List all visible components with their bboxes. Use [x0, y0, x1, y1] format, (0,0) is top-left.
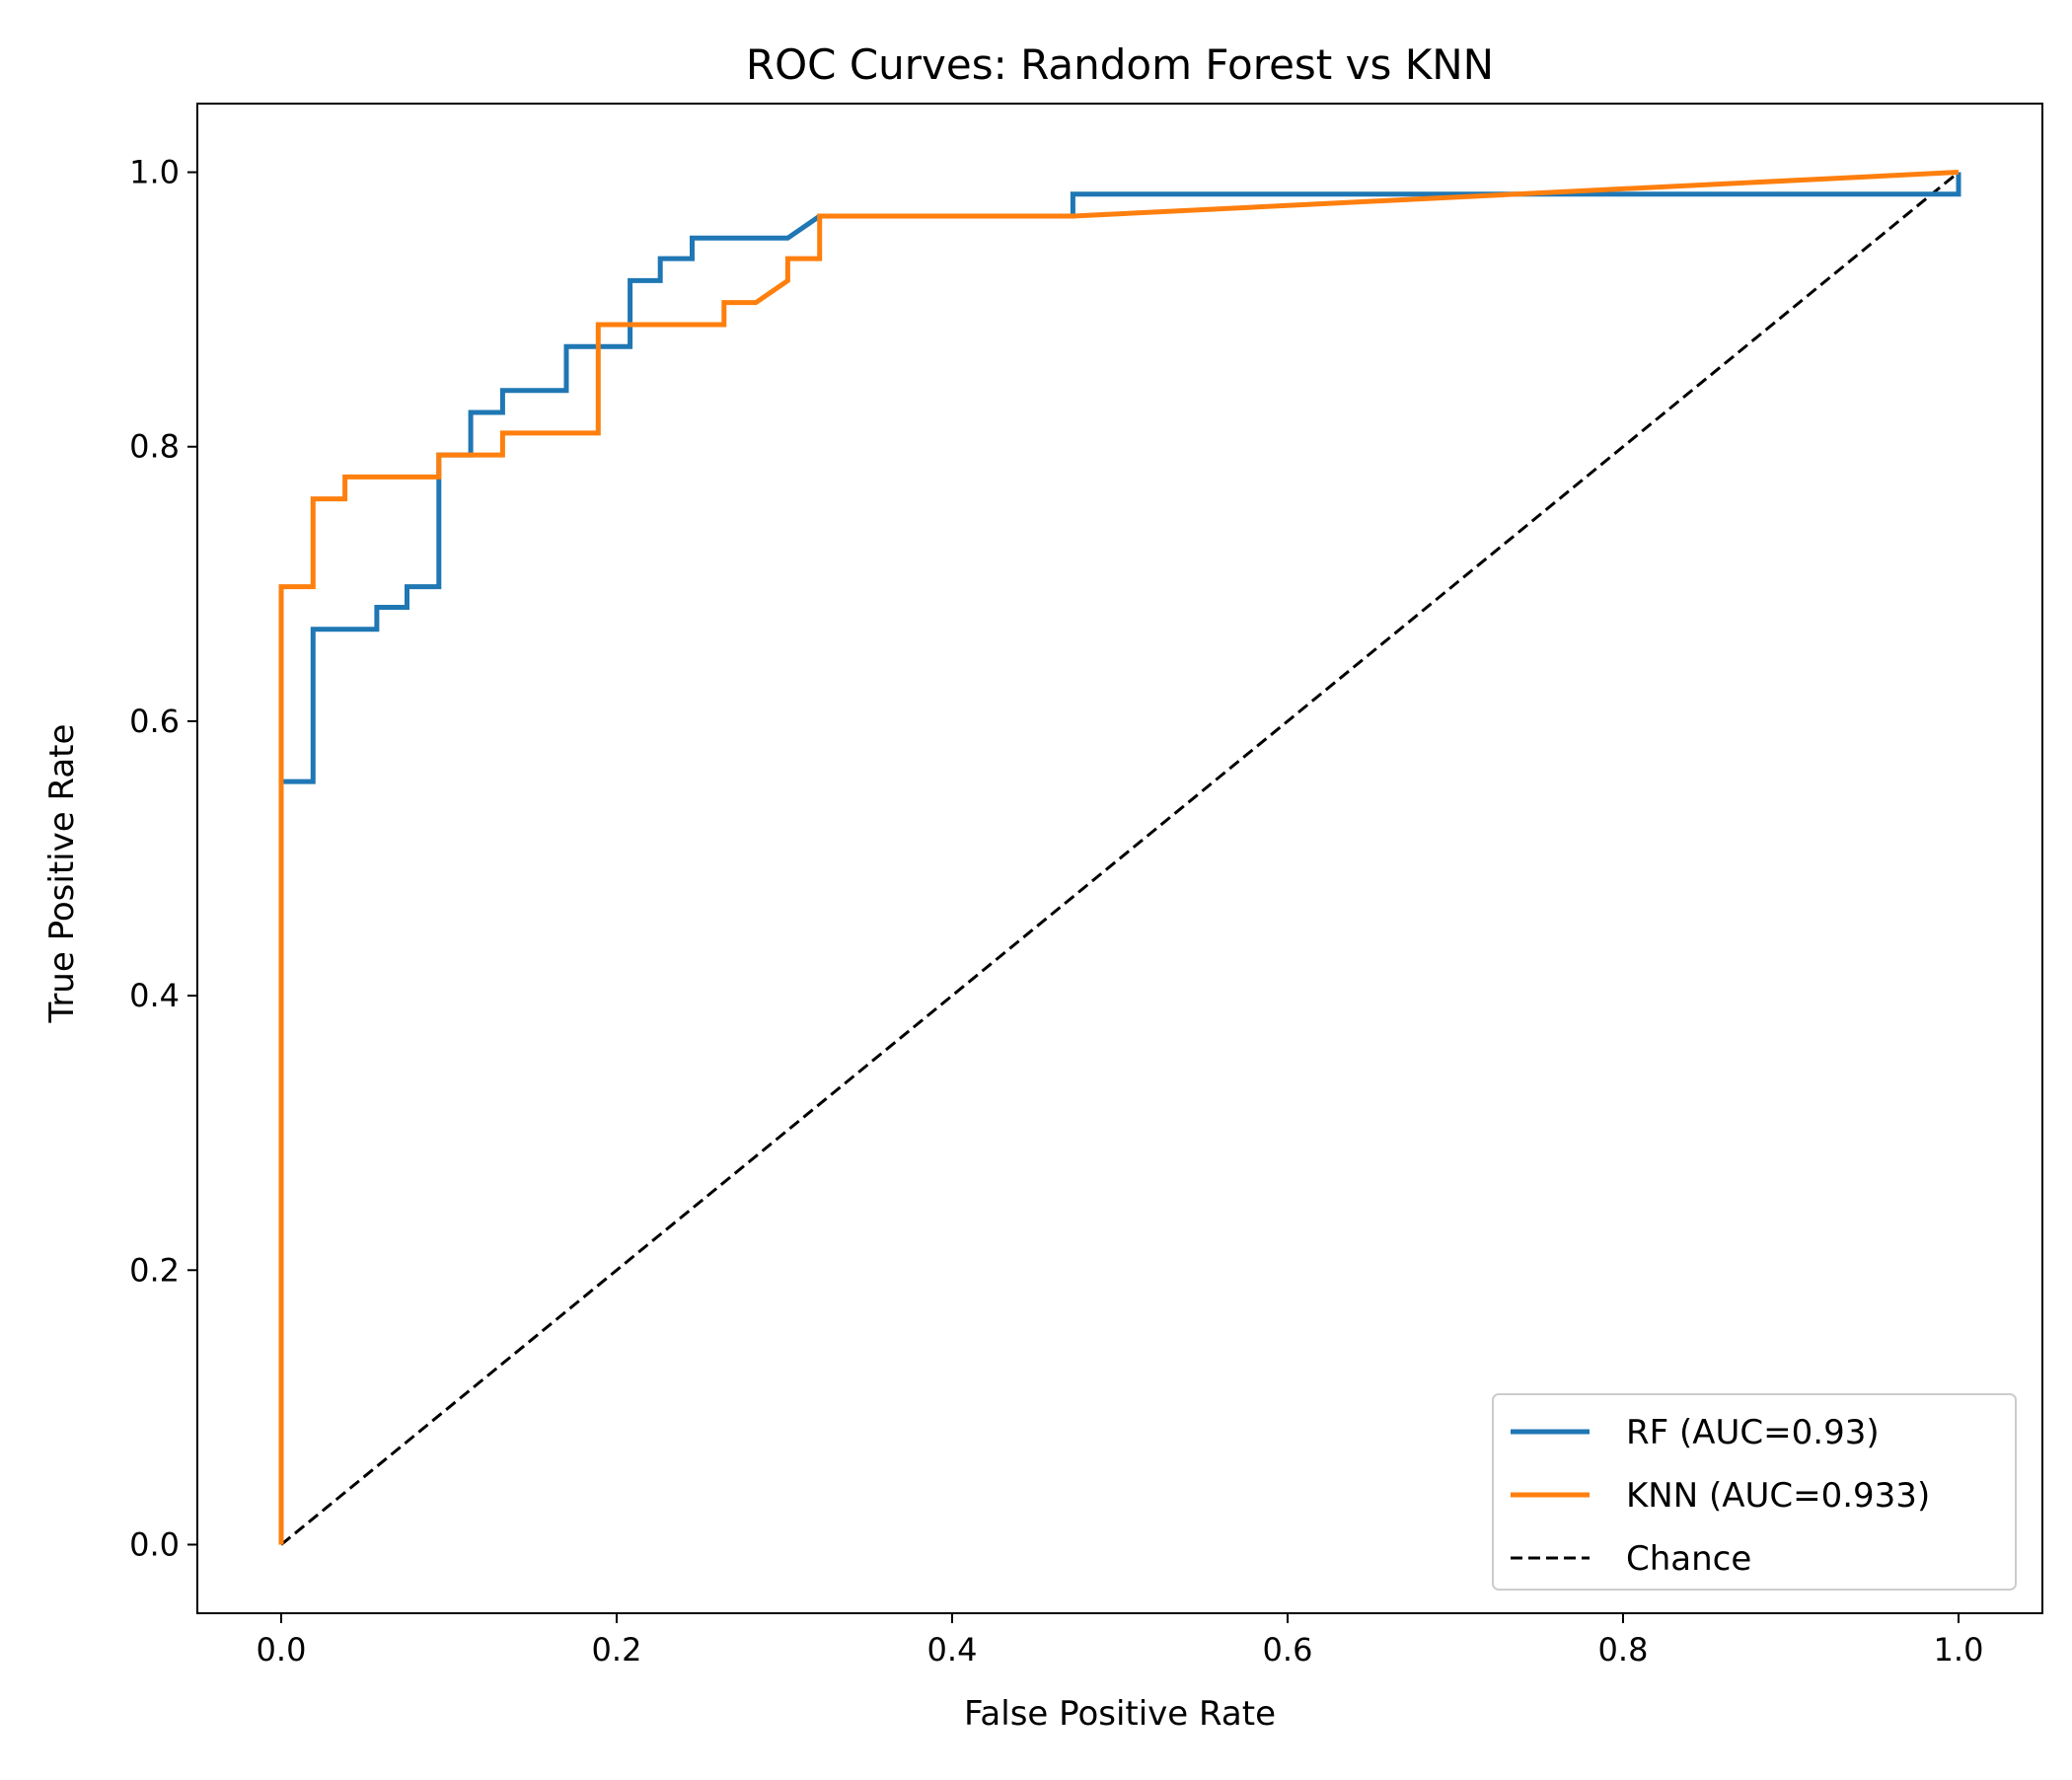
- legend-label-rf: RF (AUC=0.93): [1626, 1413, 1880, 1452]
- y-tick-label: 0.4: [129, 977, 180, 1014]
- legend-box: [1492, 1393, 2017, 1591]
- y-tick-label: 0.8: [129, 428, 180, 466]
- series-line-rf: [278, 172, 1961, 1545]
- x-tick-label: 0.8: [1598, 1631, 1649, 1669]
- y-tick-label: 1.0: [129, 154, 180, 191]
- series-group: [278, 170, 1961, 1546]
- y-tick-label: 0.2: [129, 1251, 180, 1289]
- axes: 0.0 0.2 0.4 0.6 0.8 1.0 0.0 0.2 0.4 0.6 0.8 1.0: [129, 103, 2043, 1669]
- x-tick-label: 0.0: [257, 1631, 307, 1669]
- x-axis-label: False Positive Rate: [964, 1694, 1276, 1734]
- legend-label-knn: KNN (AUC=0.933): [1626, 1476, 1930, 1516]
- y-tick-label: 0.0: [129, 1525, 180, 1563]
- legend: RF (AUC=0.93) KNN (AUC=0.933) Chance: [1492, 1393, 2017, 1591]
- series-line-knn: [278, 170, 1960, 1545]
- chart-title: ROC Curves: Random Forest vs KNN: [746, 40, 1494, 89]
- plot-area: [278, 170, 1961, 1546]
- x-tick-label: 0.6: [1263, 1631, 1313, 1669]
- x-tick-label: 0.2: [592, 1631, 642, 1669]
- y-tick-label: 0.6: [129, 703, 180, 740]
- x-tick-label: 1.0: [1934, 1631, 1984, 1669]
- x-tick-label: 0.4: [927, 1631, 978, 1669]
- series-line-chance: [280, 171, 1960, 1546]
- legend-label-chance: Chance: [1626, 1539, 1751, 1579]
- plot-frame: [196, 103, 2043, 1614]
- y-axis-label: True Positive Rate: [42, 724, 82, 1024]
